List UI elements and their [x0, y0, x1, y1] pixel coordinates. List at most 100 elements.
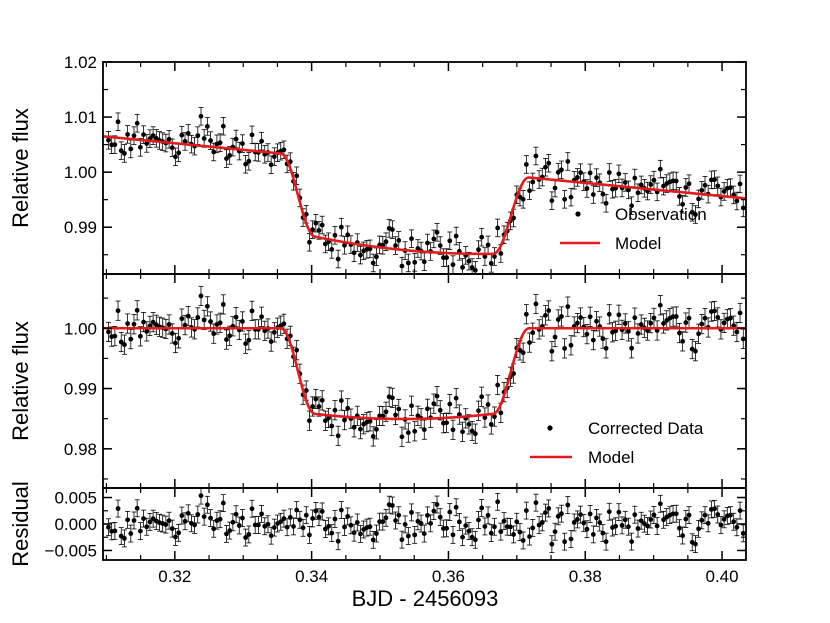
data-point	[501, 518, 507, 524]
data-point	[565, 159, 571, 164]
data-point	[307, 418, 312, 424]
data-point	[335, 256, 341, 262]
legend-label: Model	[615, 234, 661, 253]
data-point	[597, 520, 603, 525]
data-point	[530, 330, 536, 336]
data-point	[425, 406, 430, 412]
data-point	[721, 320, 727, 326]
data-point	[345, 232, 351, 238]
data-point	[201, 317, 207, 323]
data-point	[322, 526, 328, 532]
data-point	[488, 260, 494, 266]
x-tick-label: 0.34	[295, 567, 328, 586]
data-point	[144, 328, 150, 334]
data-point	[712, 506, 717, 512]
data-point	[511, 371, 516, 376]
data-point	[412, 428, 418, 434]
data-point	[227, 153, 233, 158]
data-point	[201, 136, 207, 141]
data-point	[147, 519, 153, 525]
data-point	[629, 345, 635, 351]
data-point	[150, 133, 156, 139]
data-point	[498, 529, 504, 535]
data-point	[125, 321, 131, 326]
data-point	[319, 222, 325, 228]
data-point	[632, 315, 638, 321]
data-point	[405, 430, 411, 436]
data-point	[715, 315, 721, 320]
data-point	[246, 532, 252, 537]
data-point	[479, 234, 485, 240]
data-point	[590, 337, 596, 343]
data-point	[173, 154, 178, 160]
data-point	[176, 150, 182, 156]
data-point	[128, 146, 134, 152]
data-point	[651, 315, 657, 321]
data-point	[141, 319, 146, 325]
data-point	[259, 314, 264, 320]
data-point	[549, 348, 555, 354]
legend: Corrected Data Model	[530, 419, 704, 467]
y-tick-label: 0.000	[54, 515, 97, 534]
x-axis-title: BJD - 2456093	[352, 586, 499, 611]
data-point	[460, 534, 465, 540]
data-point	[488, 530, 494, 536]
data-point	[683, 516, 689, 522]
data-point	[523, 311, 529, 317]
data-point	[728, 512, 733, 518]
data-point	[240, 141, 245, 147]
data-point	[122, 536, 127, 541]
data-point	[472, 537, 478, 543]
data-point	[453, 395, 459, 401]
data-point	[310, 516, 316, 521]
data-point	[485, 402, 491, 407]
data-point	[578, 512, 583, 517]
data-point	[584, 526, 590, 532]
model-curve	[103, 326, 746, 421]
data-point	[635, 331, 641, 336]
data-point	[393, 412, 398, 418]
data-point	[374, 254, 379, 260]
data-point	[268, 162, 274, 168]
data-point	[421, 427, 427, 433]
data-point	[657, 166, 663, 172]
data-point	[122, 342, 127, 348]
data-point	[574, 174, 580, 180]
data-point	[402, 521, 408, 527]
data-point	[626, 187, 631, 193]
data-point	[271, 525, 277, 531]
data-point	[546, 160, 552, 166]
data-point	[498, 410, 504, 416]
data-point	[740, 205, 746, 211]
data-point	[211, 149, 217, 155]
data-point	[307, 532, 312, 538]
legend-marker	[575, 211, 581, 217]
data-point	[638, 518, 644, 524]
data-point	[338, 398, 344, 403]
data-point	[574, 517, 580, 522]
data-point	[482, 254, 488, 259]
data-point	[686, 512, 692, 518]
data-point	[527, 534, 532, 539]
data-point	[626, 328, 631, 334]
data-point	[195, 315, 201, 320]
data-point	[645, 523, 650, 529]
data-point	[571, 520, 577, 525]
data-point	[335, 538, 341, 544]
data-point	[332, 407, 338, 413]
data-point	[552, 185, 558, 191]
data-point	[166, 136, 172, 142]
data-point	[482, 415, 488, 420]
data-point	[367, 524, 373, 530]
data-point	[549, 541, 555, 547]
data-point	[549, 198, 555, 204]
data-point	[227, 528, 233, 534]
data-point	[313, 508, 319, 514]
data-point	[594, 515, 599, 521]
data-point	[712, 308, 717, 314]
data-point	[469, 534, 475, 540]
data-point	[728, 185, 733, 191]
data-point	[721, 189, 727, 194]
data-point	[450, 262, 456, 268]
data-point	[137, 144, 143, 150]
